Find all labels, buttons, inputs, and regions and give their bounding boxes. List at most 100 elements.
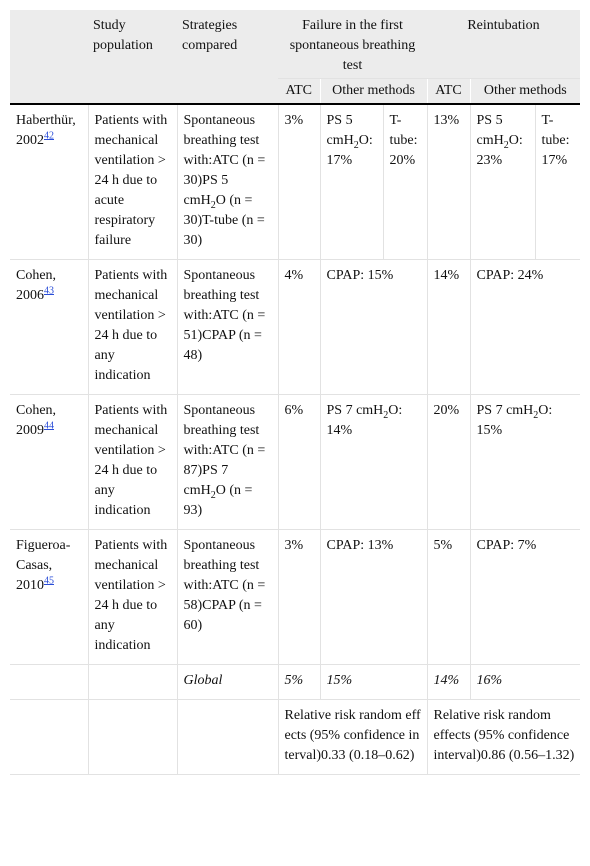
cell: Relative risk random effects (95% confid… <box>278 699 428 775</box>
header-cell: Failure in the first spontaneous breathi… <box>278 10 427 79</box>
header-cell: Strategies compared <box>177 10 278 105</box>
cell: Spontaneous breathing test with:ATC (n =… <box>177 394 279 530</box>
cell <box>88 699 178 775</box>
header-cell: Reintubation <box>427 10 581 79</box>
value: 16% <box>476 673 503 688</box>
reference[interactable]: 43 <box>44 285 54 297</box>
relative-risk: Relative risk random effects (95% confid… <box>284 708 421 763</box>
header-cell: Study population <box>88 10 177 105</box>
author: Cohen, 2009 <box>16 403 57 438</box>
cell: CPAP: 13% <box>320 529 428 665</box>
tr: Haberthür, 200242 Patients with mechanic… <box>10 104 581 260</box>
subscript: 2 <box>383 409 389 421</box>
tr: Relative risk random effects (95% confid… <box>10 699 581 775</box>
header-text: ATC <box>435 83 462 98</box>
comparison-table: Study population Strategies compared Fai… <box>10 10 581 775</box>
cell: 5% <box>278 664 321 700</box>
strategies: O (n = 93) <box>183 483 253 518</box>
population: Patients with mechanical ventilation > 2… <box>94 538 168 653</box>
header-cell: Other methods <box>469 78 581 105</box>
header-cell: ATC <box>426 78 470 105</box>
cell: 14% <box>427 664 471 700</box>
cell: Patients with mechanical ventilation > 2… <box>88 394 178 530</box>
cell <box>10 699 89 775</box>
cell: PS 7 cmH2O: 15% <box>470 394 581 530</box>
strategies: Spontaneous breathing test with:ATC (n =… <box>183 268 266 363</box>
cell: CPAP: 15% <box>320 259 428 395</box>
value: CPAP: 15% <box>326 268 394 283</box>
value: O: 14% <box>326 403 403 438</box>
value: 20% <box>433 403 460 418</box>
value: 15% <box>326 673 353 688</box>
cell: 3% <box>278 104 321 260</box>
tr: Cohen, 200643 Patients with mechanical v… <box>10 259 581 395</box>
header-text: Other methods <box>483 83 567 98</box>
cell: Relative risk random effects (95% confid… <box>427 699 581 775</box>
population: Patients with mechanical ventilation > 2… <box>94 403 168 518</box>
cell: Spontaneous breathing test with:ATC (n =… <box>177 259 279 395</box>
tr: ATC Other methods ATC Other methods <box>10 78 581 105</box>
cell: 6% <box>278 394 321 530</box>
value: O: 23% <box>476 133 523 168</box>
author: Haberthür, 2002 <box>16 113 76 148</box>
cell: 20% <box>427 394 471 530</box>
cell: PS 5 cmH2O: 23% <box>470 104 536 260</box>
subscript: 2 <box>210 199 216 211</box>
value: 3% <box>284 113 304 128</box>
value: CPAP: 24% <box>476 268 544 283</box>
value: 6% <box>284 403 304 418</box>
value: PS 5 cmH <box>326 113 354 148</box>
relative-risk: Relative risk random effects (95% confid… <box>433 708 575 763</box>
cell: Patients with mechanical ventilation > 2… <box>88 529 178 665</box>
author: Cohen, 2006 <box>16 268 57 303</box>
value: O: 15% <box>476 403 553 438</box>
cell: CPAP: 24% <box>470 259 581 395</box>
header-text: ATC <box>285 83 312 98</box>
tr: Figueroa-Casas, 201045 Patients with mec… <box>10 529 581 665</box>
subscript: 2 <box>353 139 359 151</box>
tbody: Haberthür, 200242 Patients with mechanic… <box>10 104 581 775</box>
cell <box>88 664 178 700</box>
reference[interactable]: 45 <box>44 575 54 587</box>
cell: 3% <box>278 529 321 665</box>
strategies: O (n = 30)T-tube (n = 30) <box>183 193 265 248</box>
cell: 15% <box>320 664 428 700</box>
cell: Cohen, 200643 <box>10 259 89 395</box>
value: 5% <box>284 673 304 688</box>
reference[interactable]: 42 <box>44 130 54 142</box>
population: Patients with mechanical ventilation > 2… <box>94 113 168 248</box>
subscript: 2 <box>210 489 216 501</box>
value: CPAP: 13% <box>326 538 394 553</box>
header-text: Failure in the first spontaneous breathi… <box>289 18 416 73</box>
header-text: Strategies compared <box>182 18 238 53</box>
value: PS 7 cmH <box>476 403 534 418</box>
cell: 4% <box>278 259 321 395</box>
subscript: 2 <box>533 409 539 421</box>
value: PS 7 cmH <box>326 403 384 418</box>
cell: Figueroa-Casas, 201045 <box>10 529 89 665</box>
thead: Study population Strategies compared Fai… <box>10 10 581 105</box>
cell: CPAP: 7% <box>470 529 581 665</box>
cell: Patients with mechanical ventilation > 2… <box>88 104 178 260</box>
cell: Spontaneous breathing test with:ATC (n =… <box>177 529 279 665</box>
value: 4% <box>284 268 304 283</box>
strategies: Spontaneous breathing test with:ATC (n =… <box>183 403 266 498</box>
header-text: Other methods <box>332 83 415 98</box>
value: T-tube: 17% <box>541 113 570 168</box>
cell: 5% <box>427 529 471 665</box>
cell: T-tube: 20% <box>383 104 428 260</box>
strategies: Spontaneous breathing test with:ATC (n =… <box>183 113 266 208</box>
value: PS 5 cmH <box>476 113 504 148</box>
reference[interactable]: 44 <box>44 420 54 432</box>
cell: Global <box>177 664 279 700</box>
value: CPAP: 7% <box>476 538 537 553</box>
cell: PS 5 cmH2O: 17% <box>320 104 384 260</box>
author: Figueroa-Casas, 2010 <box>16 538 71 593</box>
header-cell: Other methods <box>319 78 427 105</box>
subscript: 2 <box>503 139 509 151</box>
value: 13% <box>433 113 460 128</box>
value: 14% <box>433 268 460 283</box>
global-label: Global <box>183 673 223 688</box>
header-text: Study population <box>93 18 153 53</box>
